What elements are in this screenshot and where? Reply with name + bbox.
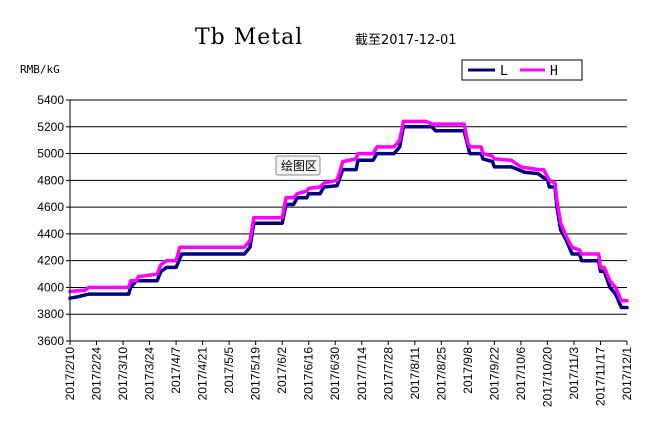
y-tick-label: 5200 bbox=[37, 120, 64, 134]
series-line-l bbox=[68, 125, 629, 310]
x-tick-label: 2017/10/6 bbox=[514, 347, 528, 401]
x-axis-ticks: 2017/2/10 2017/2/24 2017/3/10 2017/3/24 2017… bbox=[63, 341, 634, 407]
plot-area-tooltip: 绘图区 bbox=[275, 155, 321, 176]
y-axis-ticks: 3600 3800 4000 4200 4400 4600 4800 5000 5200 5400 bbox=[37, 93, 70, 348]
x-tick-label: 2017/7/28 bbox=[381, 347, 395, 401]
y-tick-label: 4600 bbox=[37, 200, 64, 214]
x-tick-label: 2017/3/24 bbox=[143, 347, 157, 401]
x-tick-label: 2017/7/14 bbox=[355, 347, 369, 401]
y-tick-label: 4400 bbox=[37, 227, 64, 241]
chart-subtitle: 截至2017-12-01 bbox=[355, 33, 457, 48]
x-tick-label: 2017/11/3 bbox=[567, 347, 581, 400]
tooltip-text: 绘图区 bbox=[281, 158, 317, 173]
y-tick-label: 3800 bbox=[37, 307, 64, 321]
y-tick-label: 4000 bbox=[37, 280, 64, 294]
x-tick-label: 2017/6/16 bbox=[302, 347, 316, 401]
gridlines bbox=[70, 99, 627, 342]
x-tick-label: 2017/12/1 bbox=[620, 347, 634, 401]
x-tick-label: 2017/4/21 bbox=[196, 347, 210, 401]
x-tick-label: 2017/5/19 bbox=[249, 347, 263, 401]
x-tick-label: 2017/3/10 bbox=[116, 347, 130, 401]
series-lines bbox=[68, 119, 629, 310]
series-line-h bbox=[68, 119, 629, 303]
x-tick-label: 2017/2/24 bbox=[90, 347, 104, 401]
y-tick-label: 3600 bbox=[37, 334, 64, 348]
x-tick-label: 2017/9/22 bbox=[487, 347, 501, 401]
x-tick-label: 2017/6/30 bbox=[328, 347, 342, 401]
axes bbox=[69, 100, 627, 342]
x-tick-label: 2017/5/5 bbox=[222, 347, 236, 394]
x-tick-label: 2017/10/20 bbox=[540, 347, 554, 407]
y-tick-label: 5000 bbox=[37, 147, 64, 161]
legend-label-h: H bbox=[550, 64, 558, 79]
x-tick-label: 2017/6/2 bbox=[275, 347, 289, 394]
y-tick-label: 5400 bbox=[37, 93, 64, 107]
chart-title: Tb Metal bbox=[195, 25, 303, 50]
tooltip-box bbox=[275, 155, 321, 176]
y-tick-label: 4200 bbox=[37, 254, 64, 268]
y-tick-label: 4800 bbox=[37, 173, 64, 187]
x-tick-label: 2017/8/11 bbox=[408, 347, 422, 400]
legend-label-l: L bbox=[500, 64, 508, 79]
x-tick-label: 2017/11/17 bbox=[593, 347, 607, 406]
x-tick-label: 2017/4/7 bbox=[169, 347, 183, 394]
legend: L H bbox=[461, 59, 583, 81]
x-tick-label: 2017/9/8 bbox=[461, 347, 475, 394]
y-axis-label: RMB/kG bbox=[20, 63, 60, 76]
x-tick-label: 2017/8/25 bbox=[434, 347, 448, 401]
x-tick-label: 2017/2/10 bbox=[63, 347, 77, 401]
